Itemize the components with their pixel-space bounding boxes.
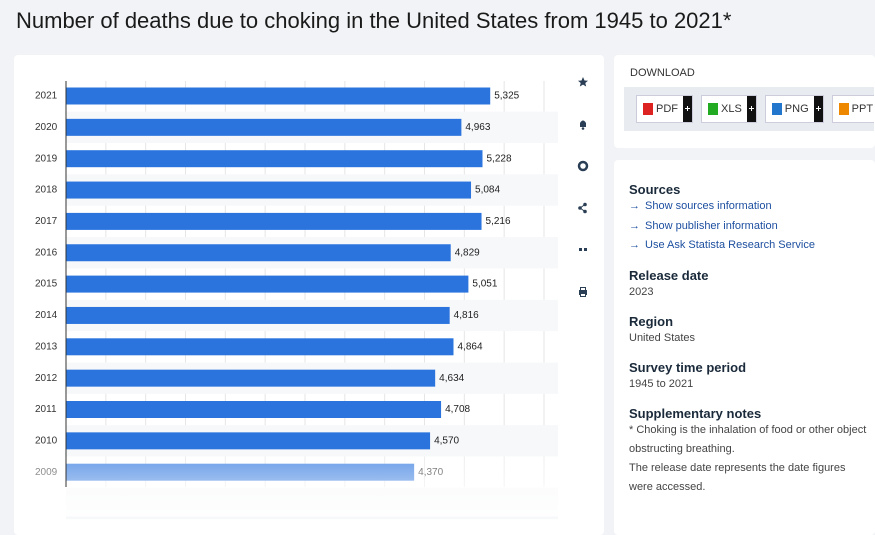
- file-icon: [771, 103, 782, 115]
- value-label: 5,084: [475, 185, 500, 196]
- section-title: Supplementary notes: [629, 405, 762, 421]
- download-card: DOWNLOAD PDF XLS PNG PPT: [614, 55, 875, 148]
- section-text: 1945 to 2021: [629, 377, 694, 390]
- section-text: The release date represents the date fig…: [629, 461, 846, 493]
- download-title: DOWNLOAD: [630, 67, 695, 79]
- file-icon: [838, 103, 849, 115]
- share-button[interactable]: [568, 193, 598, 223]
- section-text: 2023: [629, 285, 654, 298]
- bar: [66, 87, 491, 105]
- page-title: Number of deaths due to choking in the U…: [16, 8, 732, 33]
- favorite-button[interactable]: [568, 67, 598, 97]
- download-button[interactable]: PNG: [764, 95, 824, 123]
- y-tick-label: 2013: [35, 341, 58, 352]
- download-button[interactable]: PDF: [636, 95, 693, 123]
- fade-overlay: [14, 456, 559, 517]
- file-icon: [708, 103, 718, 115]
- section-title: Release date: [629, 267, 709, 283]
- value-label: 4,570: [434, 435, 459, 446]
- y-tick-label: 2015: [35, 279, 58, 290]
- download-label: PNG: [784, 103, 809, 115]
- y-tick-label: 2019: [35, 153, 58, 164]
- settings-button[interactable]: [568, 151, 598, 181]
- plus-tab: [683, 96, 692, 122]
- links: Show sources informationShow publisher i…: [629, 197, 875, 256]
- download-label: PDF: [656, 103, 678, 115]
- value-label: 4,634: [439, 373, 464, 384]
- bar: [66, 244, 451, 262]
- bar: [66, 150, 483, 168]
- file-icon: [643, 103, 653, 115]
- cite-button[interactable]: [568, 235, 598, 265]
- bar: [66, 401, 442, 418]
- y-tick-label: 2020: [35, 122, 58, 133]
- value-label: 4,816: [454, 310, 479, 321]
- bar: [66, 212, 482, 230]
- value-label: 5,051: [472, 279, 497, 290]
- y-tick-label: 2017: [35, 216, 58, 227]
- section-text: * Choking is the inhalation of food or o…: [629, 423, 867, 455]
- value-label: 4,708: [445, 404, 470, 415]
- value-label: 5,228: [486, 153, 511, 164]
- bar: [66, 118, 462, 136]
- y-tick-label: 2014: [35, 310, 58, 321]
- bar: [66, 369, 436, 387]
- sections: Release date 2023 Region United States Surve…: [629, 268, 875, 497]
- bar: [66, 275, 469, 293]
- download-label: XLS: [721, 103, 742, 115]
- y-tick-label: 2011: [35, 404, 57, 415]
- bar: [66, 181, 472, 199]
- bar: [66, 338, 454, 356]
- chart: 2021 5,325 2020 4,963 2019 5,228 2018 5,084 2017…: [14, 81, 559, 520]
- section-text: United States: [629, 331, 696, 344]
- download-label: PPT: [851, 103, 874, 115]
- plus-tab: [746, 96, 756, 122]
- y-tick-label: 2018: [35, 185, 58, 196]
- source-link[interactable]: Use Ask Statista Research Service: [629, 236, 875, 256]
- plus-tab: [813, 96, 823, 122]
- bar: [66, 432, 431, 450]
- notification-button[interactable]: [568, 109, 598, 139]
- section-title: Region: [629, 313, 674, 329]
- value-label: 4,829: [455, 247, 480, 258]
- download-button[interactable]: PPT: [831, 95, 874, 123]
- value-label: 5,216: [486, 216, 511, 227]
- value-label: 4,864: [457, 341, 482, 352]
- y-tick-label: 2010: [35, 435, 58, 446]
- bar: [66, 306, 450, 324]
- print-button[interactable]: [568, 277, 598, 307]
- y-tick-label: 2021: [35, 91, 58, 102]
- value-label: 4,963: [465, 122, 490, 133]
- value-label: 5,325: [494, 91, 519, 102]
- y-tick-label: 2012: [35, 373, 58, 384]
- source-link[interactable]: Show publisher information: [629, 217, 875, 237]
- source-link[interactable]: Show sources information: [629, 197, 875, 217]
- info-card: Sources Show sources informationShow pub…: [614, 160, 875, 535]
- y-tick-label: 2016: [35, 247, 58, 258]
- download-button[interactable]: XLS: [701, 95, 757, 123]
- section-title: Survey time period: [629, 359, 747, 375]
- sources-title: Sources: [629, 182, 681, 197]
- download-row: PDF XLS PNG PPT: [624, 87, 874, 131]
